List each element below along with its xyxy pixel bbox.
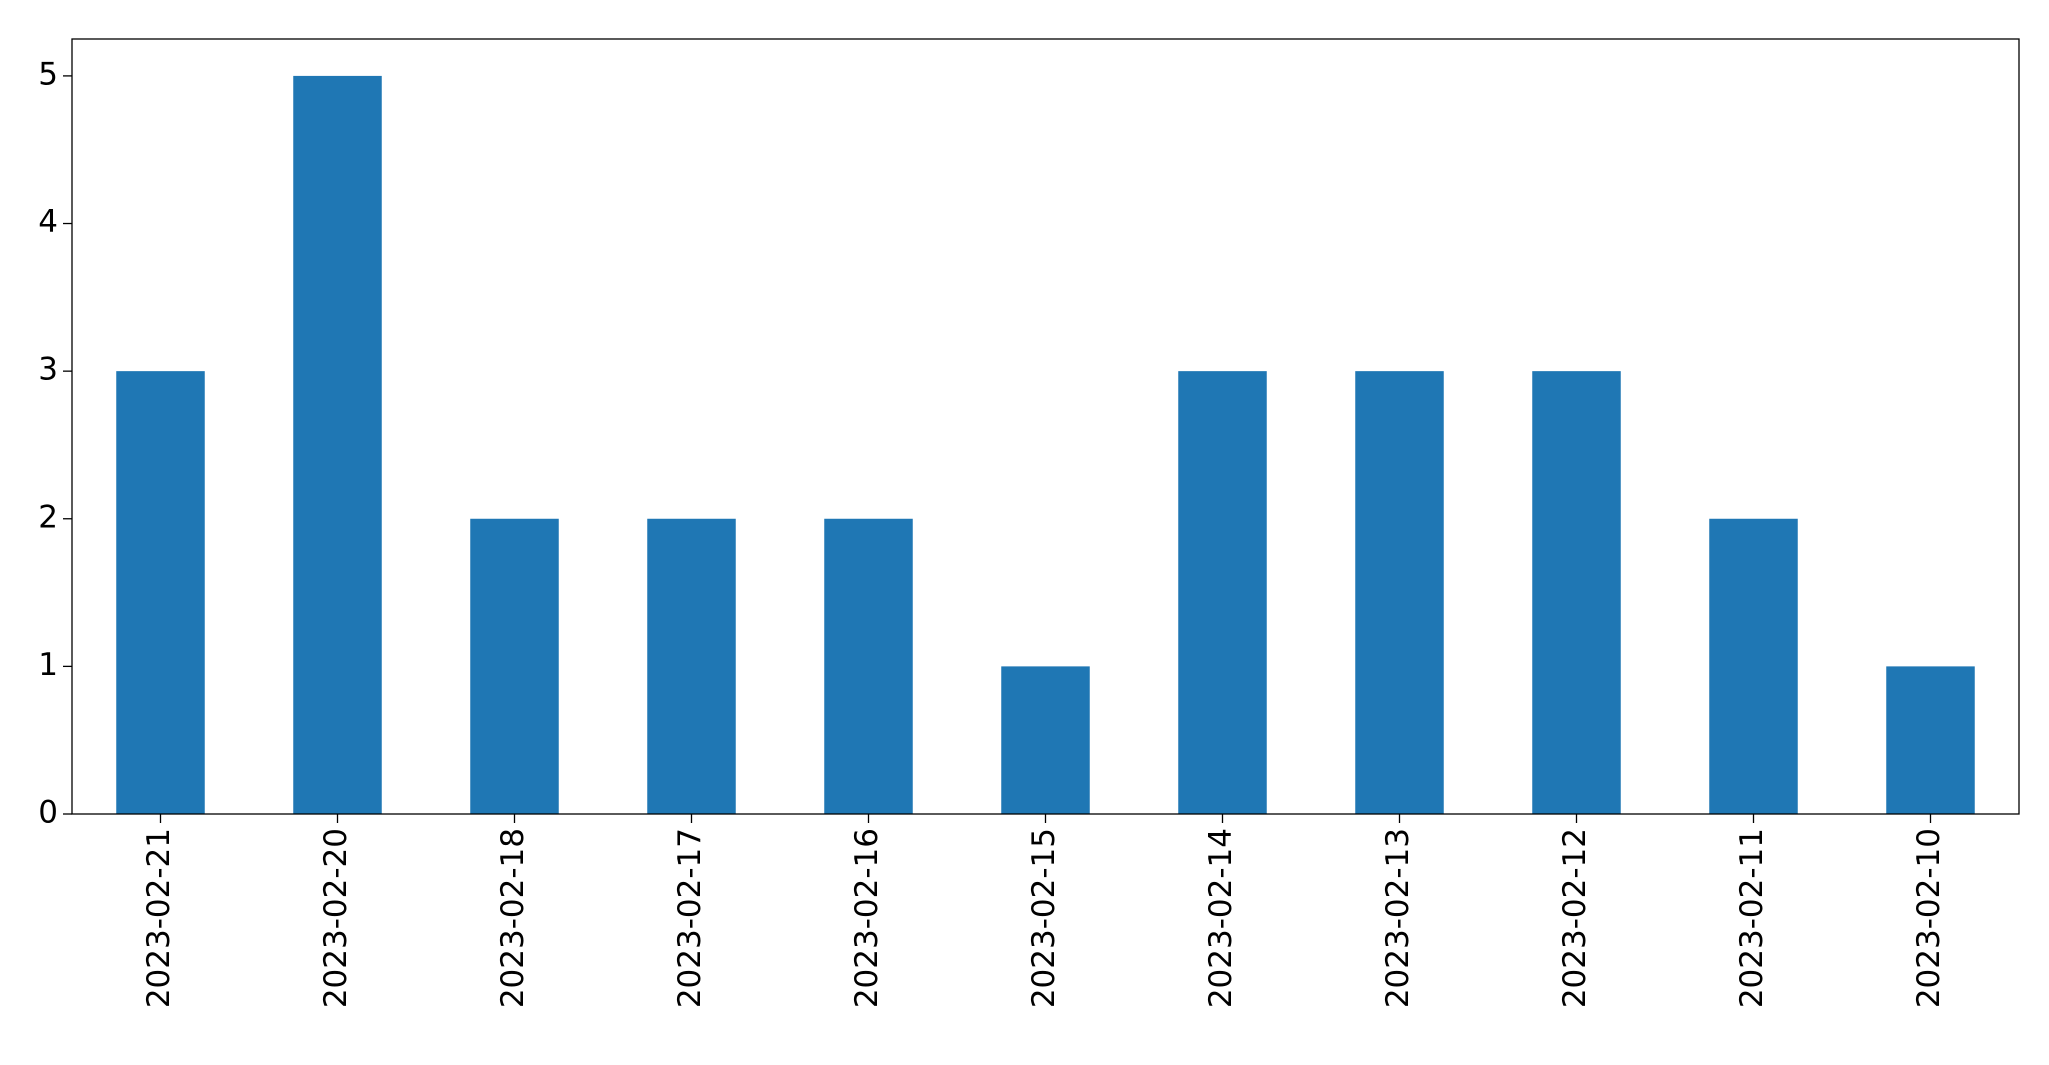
bar	[116, 371, 205, 814]
bar	[1886, 666, 1975, 814]
bar	[1709, 518, 1798, 814]
y-tick-label: 4	[38, 204, 58, 240]
x-tick-label: 2023-02-11	[1734, 828, 1770, 1008]
y-tick-label: 0	[38, 795, 58, 831]
bar	[647, 518, 736, 814]
x-tick-label: 2023-02-15	[1026, 828, 1062, 1008]
bar	[293, 75, 382, 814]
x-tick-label: 2023-02-12	[1557, 828, 1593, 1008]
x-tick-label: 2023-02-21	[141, 828, 177, 1008]
x-tick-label: 2023-02-16	[849, 828, 885, 1008]
bar	[470, 518, 559, 814]
x-tick-label: 2023-02-14	[1203, 828, 1239, 1008]
bar	[1001, 666, 1090, 814]
x-tick-label: 2023-02-18	[495, 828, 531, 1008]
bar	[1532, 371, 1621, 814]
y-tick-label: 3	[38, 352, 58, 388]
y-tick-label: 5	[38, 56, 58, 92]
plot-frame	[71, 38, 2020, 815]
x-tick-label: 2023-02-13	[1380, 828, 1416, 1008]
x-tick-label: 2023-02-17	[672, 828, 708, 1008]
x-tick-label: 2023-02-20	[318, 828, 354, 1008]
bar	[824, 518, 913, 814]
bar	[1355, 371, 1444, 814]
bar	[1178, 371, 1267, 814]
y-tick-label: 1	[38, 647, 58, 683]
y-tick-label: 2	[38, 499, 58, 535]
x-tick-label: 2023-02-10	[1911, 828, 1947, 1008]
